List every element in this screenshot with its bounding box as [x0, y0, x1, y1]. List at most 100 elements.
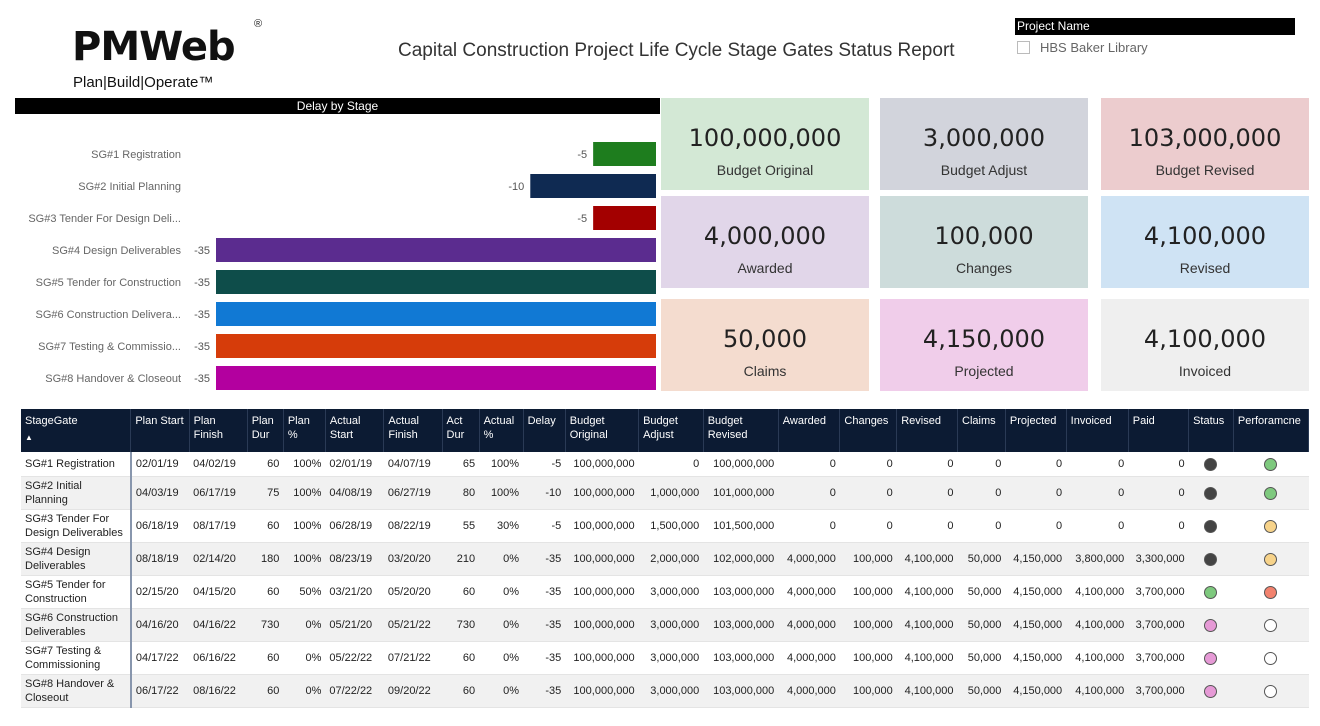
category-label: SG#4 Design Deliverables [52, 245, 182, 257]
status-cell [1188, 674, 1234, 708]
table-cell: 103,000,000 [703, 608, 779, 642]
table-cell: 80 [442, 476, 480, 510]
column-header[interactable]: Plan Start [130, 409, 190, 452]
table-row[interactable]: SG#6 Construction Deliverables 04/16/20 04… [21, 608, 1309, 642]
table-cell: 100,000,000 [565, 575, 639, 609]
table-cell: 08/22/19 [383, 509, 443, 543]
delay-bar[interactable] [593, 142, 656, 166]
column-header[interactable]: Act Dur [442, 409, 480, 452]
table-cell: -35 [523, 608, 566, 642]
column-header[interactable]: Budget Original [565, 409, 640, 452]
data-label: -5 [577, 149, 587, 161]
table-cell: -5 [523, 452, 566, 477]
column-header[interactable]: Paid [1128, 409, 1190, 452]
column-header[interactable]: Actual Start [325, 409, 385, 452]
project-option[interactable]: HBS Baker Library [1015, 40, 1295, 55]
table-cell: 4,000,000 [778, 542, 840, 576]
table-cell: 02/01/19 [325, 452, 384, 477]
table-cell: 07/22/22 [325, 674, 384, 708]
delay-bar[interactable] [216, 302, 656, 326]
column-header[interactable]: Plan Dur [247, 409, 284, 452]
delay-bar[interactable] [216, 270, 656, 294]
table-cell: 75 [247, 476, 284, 510]
table-cell: 50,000 [957, 608, 1006, 642]
table-cell: 100,000,000 [565, 542, 639, 576]
table-row[interactable]: SG#3 Tender For Design Deliverables 06/18… [21, 509, 1309, 543]
column-header[interactable]: Budget Adjust [638, 409, 704, 452]
performance-cell [1233, 542, 1309, 576]
column-header[interactable]: Projected [1005, 409, 1067, 452]
performance-cell [1233, 575, 1309, 609]
table-cell: 0 [778, 509, 840, 543]
column-header[interactable]: Claims [957, 409, 1006, 452]
column-header[interactable]: Changes [839, 409, 898, 452]
column-header-label: Revised [901, 415, 941, 427]
data-label: -5 [577, 213, 587, 225]
column-header[interactable]: Delay [523, 409, 566, 452]
column-header-label: Budget Adjust [643, 415, 678, 441]
table-cell: 103,000,000 [703, 674, 779, 708]
table-row[interactable]: SG#1 Registration 02/01/19 04/02/19 60 100% 0… [21, 452, 1309, 477]
table-cell: 0% [283, 641, 326, 675]
stage-gate-cell: SG#8 Handover & Closeout [21, 674, 132, 708]
delay-bar[interactable] [593, 206, 656, 230]
delay-bar[interactable] [216, 334, 656, 358]
data-label: -10 [508, 181, 524, 193]
table-cell: 02/14/20 [189, 542, 248, 576]
table-cell: 03/21/20 [325, 575, 384, 609]
column-header[interactable]: Plan Finish [189, 409, 248, 452]
table-cell: 3,700,000 [1128, 575, 1189, 609]
table-row[interactable]: SG#8 Handover & Closeout 06/17/22 08/16/22… [21, 674, 1309, 708]
data-label: -35 [194, 245, 210, 257]
table-cell: 730 [247, 608, 284, 642]
delay-bar[interactable] [216, 366, 656, 390]
table-cell: 3,000,000 [638, 641, 704, 675]
status-indicator-icon [1204, 651, 1218, 665]
table-cell: 4,100,000 [896, 608, 958, 642]
column-header[interactable]: Plan % [283, 409, 326, 452]
report-title: Capital Construction Project Life Cycle … [398, 40, 955, 61]
logo-tagline: Plan|Build|Operate™ [73, 74, 214, 91]
column-header[interactable]: Actual % [479, 409, 524, 452]
column-header[interactable]: Awarded [778, 409, 841, 452]
table-cell: 100% [479, 476, 524, 510]
column-header[interactable]: Status [1188, 409, 1234, 452]
table-row[interactable]: SG#5 Tender for Construction 02/15/20 04/1… [21, 575, 1309, 609]
table-row[interactable]: SG#2 Initial Planning 04/03/19 06/17/19 75 1… [21, 476, 1309, 510]
column-header[interactable]: StageGate ▲ [21, 409, 132, 452]
table-cell: 05/20/20 [383, 575, 443, 609]
column-header-label: Projected [1009, 415, 1057, 427]
category-label: SG#6 Construction Delivera... [35, 309, 181, 321]
column-header[interactable]: Invoiced [1066, 409, 1129, 452]
column-header[interactable]: Budget Revised [703, 409, 779, 452]
table-cell: 0 [896, 509, 958, 543]
table-cell: 0 [957, 452, 1006, 477]
table-cell: 100,000,000 [565, 476, 639, 510]
table-cell: -35 [523, 542, 566, 576]
table-cell: 0 [896, 452, 958, 477]
sort-ascending-icon[interactable]: ▲ [25, 433, 33, 442]
table-cell: 100% [479, 452, 524, 477]
stage-gate-cell: SG#6 Construction Deliverables [21, 608, 132, 642]
table-cell: 3,000,000 [638, 674, 704, 708]
table-row[interactable]: SG#4 Design Deliverables 08/18/19 02/14/20… [21, 542, 1309, 576]
column-header-label: Plan Dur [251, 415, 274, 441]
checkbox-icon[interactable] [1017, 41, 1030, 54]
performance-indicator-icon [1264, 486, 1278, 500]
table-header-row: StageGate ▲ Plan Start Plan Finish Plan Dur P… [21, 409, 1310, 452]
table-cell: 100,000,000 [565, 509, 639, 543]
table-cell: 2,000,000 [638, 542, 704, 576]
column-header[interactable]: Perforamcne [1233, 409, 1310, 452]
table-cell: 0% [479, 575, 524, 609]
column-header[interactable]: Actual Finish [383, 409, 443, 452]
table-row[interactable]: SG#7 Testing & Commissioning 04/17/22 06/1… [21, 641, 1309, 675]
delay-bar[interactable] [530, 174, 656, 198]
kpi-card-invoiced: 4,100,000 Invoiced [1101, 299, 1309, 391]
delay-bar[interactable] [216, 238, 656, 262]
column-header[interactable]: Revised [896, 409, 959, 452]
project-option-label: HBS Baker Library [1040, 40, 1148, 55]
kpi-label: Invoiced [1178, 363, 1232, 379]
status-cell [1188, 452, 1234, 477]
status-indicator-icon [1204, 519, 1218, 533]
status-cell [1188, 641, 1234, 675]
